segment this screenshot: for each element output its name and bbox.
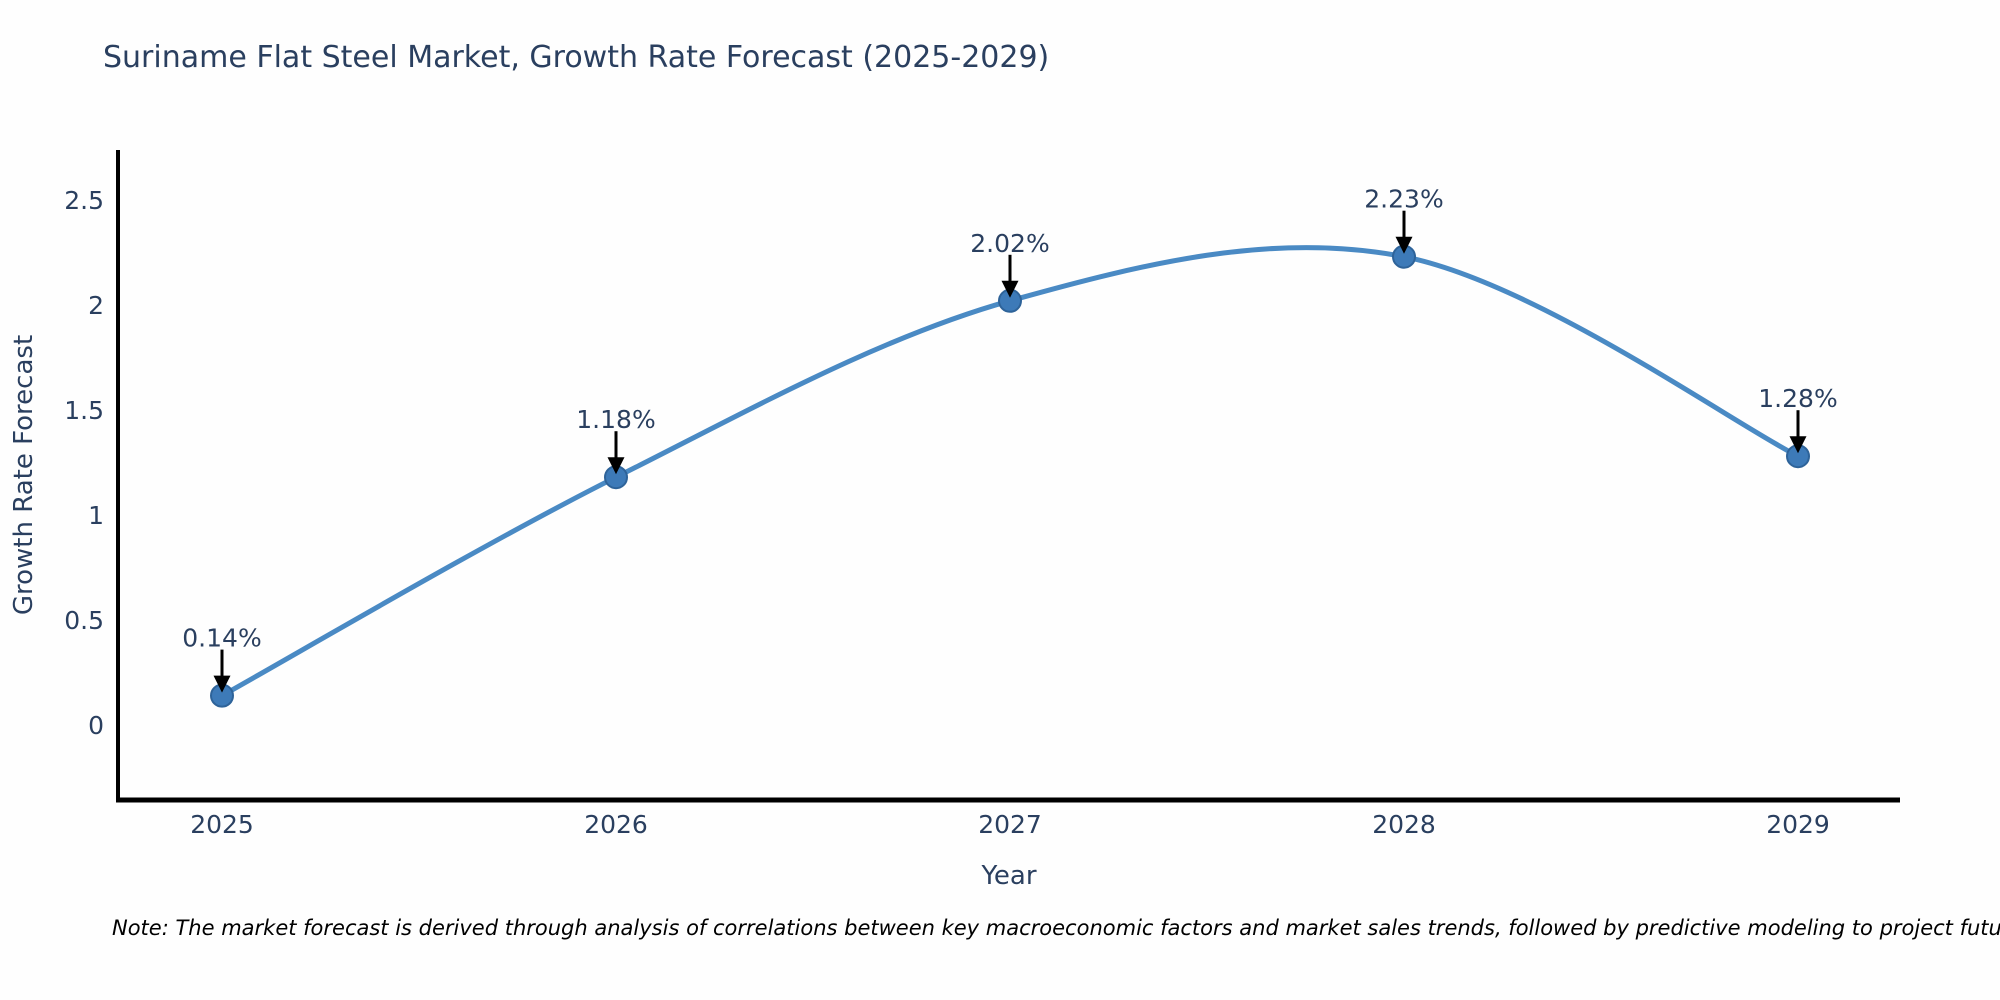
y-tick-label: 1.5 [64,396,104,425]
data-point-label: 1.28% [1758,384,1837,413]
data-point-label: 0.14% [182,624,261,653]
x-tick-label: 2028 [1372,810,1436,839]
annotation-arrowhead-icon [607,457,625,475]
annotation-arrowhead-icon [1395,236,1413,254]
axes-layer: 0 0.5 1 1.5 2 2.5 2025 2026 2027 2028 2029 [64,150,1900,839]
x-tick-label: 2025 [190,810,254,839]
x-axis-title: Year [980,861,1036,891]
y-axis-title: Growth Rate Forecast [9,335,39,615]
x-tick-label: 2029 [1766,810,1830,839]
y-tick-label: 2 [88,291,104,320]
annotation-arrowhead-icon [1001,280,1019,298]
data-point-label: 2.02% [970,229,1049,258]
y-tick-label: 2.5 [64,186,104,215]
y-tick-label: 0 [88,711,104,740]
annotation-arrowhead-icon [213,675,231,693]
chart-title: Suriname Flat Steel Market, Growth Rate … [103,40,1050,75]
forecast-line [219,245,1801,699]
series-layer [210,244,1810,708]
annotation-layer: 0.14% 1.18% 2.02% 2.23% 1.28% [182,185,1838,693]
data-point-label: 2.23% [1364,185,1443,214]
data-point-label: 1.18% [576,405,655,434]
y-tick-label: 1 [88,501,104,530]
x-tick-label: 2027 [978,810,1042,839]
x-tick-label: 2026 [584,810,648,839]
y-tick-label: 0.5 [64,606,104,635]
footnote: Note: The market forecast is derived thr… [112,916,2000,940]
annotation-arrowhead-icon [1789,436,1807,454]
